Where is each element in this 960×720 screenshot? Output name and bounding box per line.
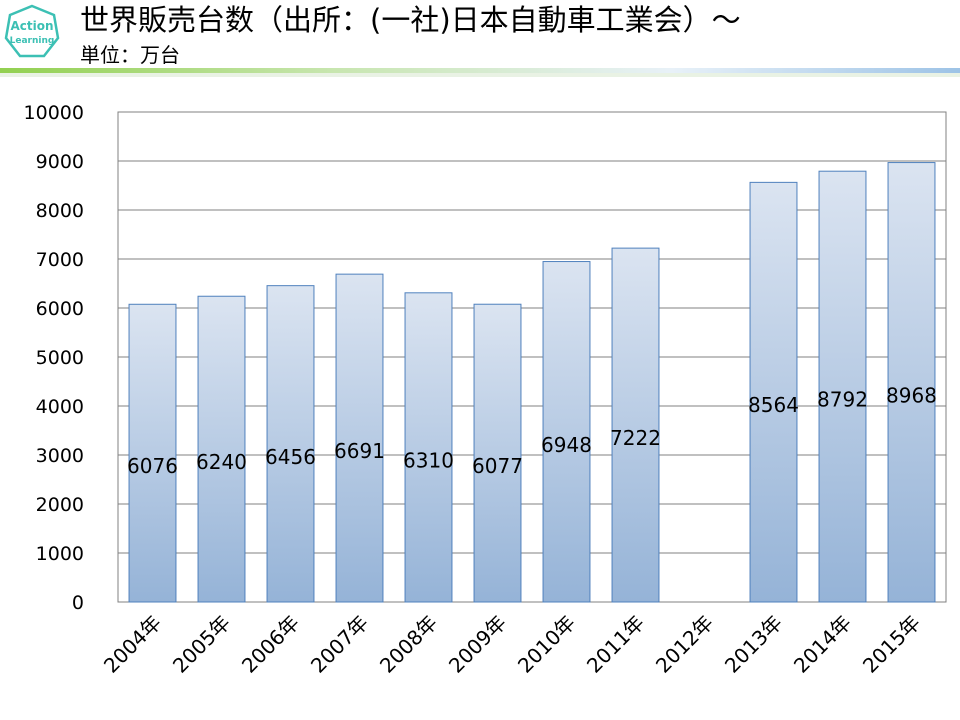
y-tick-label: 3000 [36, 445, 84, 467]
bar [887, 162, 936, 603]
data-label: 6077 [472, 454, 523, 478]
y-tick-label: 8000 [36, 200, 84, 222]
x-tick-label: 2012年 [651, 611, 718, 678]
data-label: 7222 [610, 426, 661, 450]
x-tick-label: 2010年 [513, 611, 580, 678]
bar [128, 303, 177, 603]
bar [266, 285, 315, 603]
bar [404, 292, 453, 603]
page-subtitle: 単位：万台 [80, 43, 180, 67]
x-tick-label: 2009年 [444, 611, 511, 678]
bar [542, 261, 591, 603]
header-divider [0, 68, 960, 77]
y-tick-label: 10000 [24, 102, 84, 124]
bar [335, 273, 384, 603]
sales-bar-chart: 0 1000 2000 3000 4000 5000 6000 7000 8000 9000 100… [24, 102, 947, 678]
logo-text-line2: Learning [10, 36, 55, 46]
data-label: 6240 [196, 450, 247, 474]
data-label: 8792 [817, 388, 868, 412]
x-tick-label: 2004年 [99, 611, 166, 678]
x-tick-label: 2014年 [789, 611, 856, 678]
y-tick-label: 6000 [36, 298, 84, 320]
action-learning-logo: Action Learning [4, 4, 60, 58]
x-tick-label: 2008年 [375, 611, 442, 678]
x-tick-label: 2015年 [858, 611, 925, 678]
bar [818, 170, 867, 603]
y-tick-label: 7000 [36, 249, 84, 271]
logo-text-line1: Action [10, 19, 53, 33]
data-label: 8564 [748, 393, 799, 417]
x-tick-label: 2005年 [168, 611, 235, 678]
data-label: 6948 [541, 433, 592, 457]
data-label: 6456 [265, 445, 316, 469]
x-tick-label: 2006年 [237, 611, 304, 678]
bar [749, 181, 798, 603]
page-title: 世界販売台数（出所：(一社)日本自動車工業会）～ [80, 3, 741, 37]
bar [197, 295, 246, 603]
y-tick-label: 4000 [36, 396, 84, 418]
data-label: 8968 [886, 383, 937, 407]
y-tick-label: 1000 [36, 543, 84, 565]
data-label: 6076 [127, 454, 178, 478]
bar [473, 303, 522, 603]
y-tick-label: 0 [72, 592, 84, 614]
x-tick-label: 2007年 [306, 611, 373, 678]
bar [611, 247, 660, 603]
x-tick-label: 2013年 [720, 611, 787, 678]
y-tick-label: 5000 [36, 347, 84, 369]
y-tick-label: 9000 [36, 151, 84, 173]
data-label: 6310 [403, 448, 454, 472]
y-tick-label: 2000 [36, 494, 84, 516]
data-label: 6691 [334, 439, 385, 463]
x-tick-label: 2011年 [582, 611, 649, 678]
